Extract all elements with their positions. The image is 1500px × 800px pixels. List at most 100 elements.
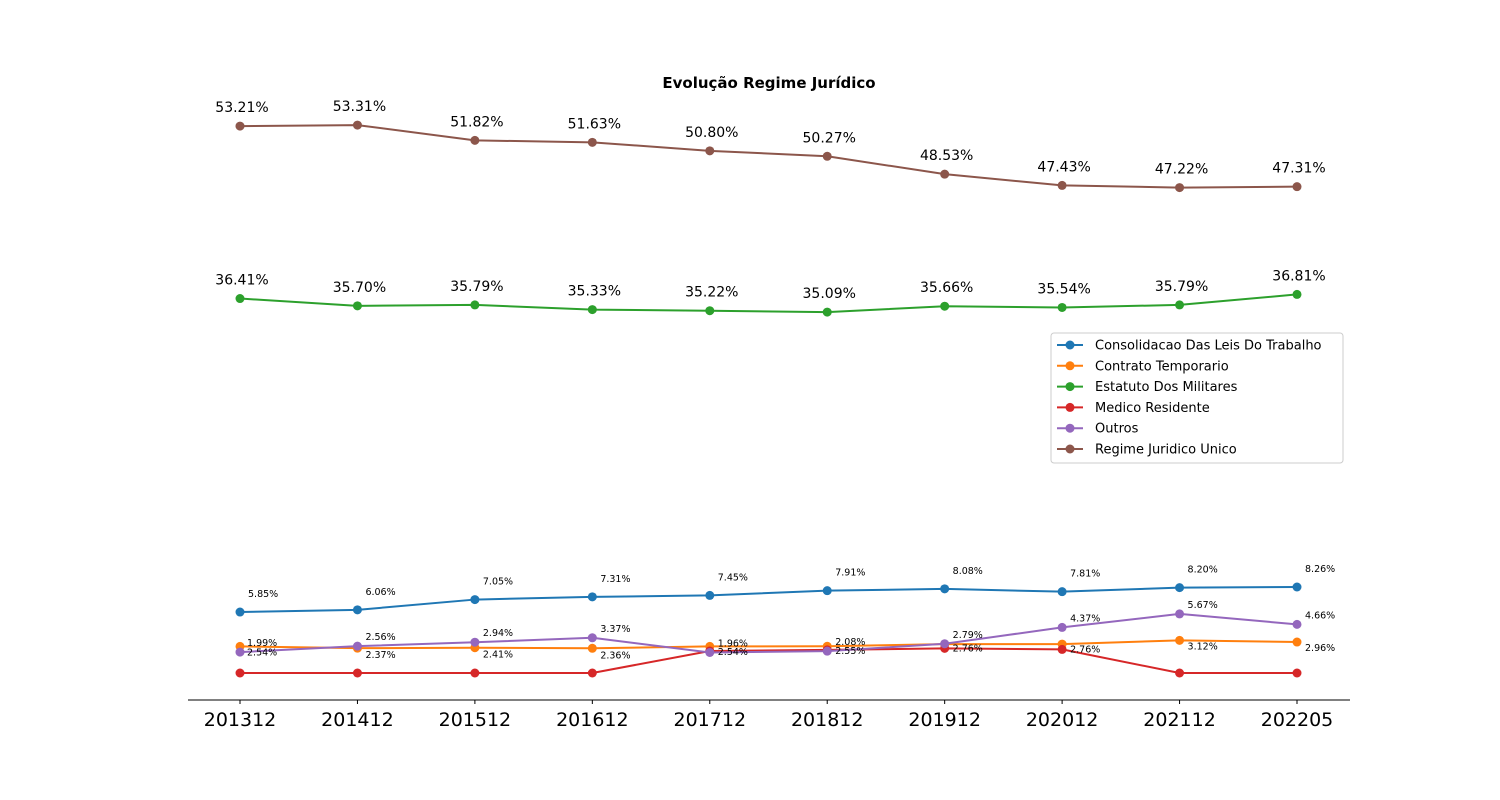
point-outros-201912 <box>940 639 950 649</box>
point-medico-residente-201512 <box>470 668 480 678</box>
data-label-estatuto-dos-militares-202012: 35.54% <box>1037 281 1090 297</box>
point-estatuto-dos-militares-202112 <box>1175 300 1185 310</box>
data-label-outros-201512: 2.94% <box>483 628 513 639</box>
data-labels: 5.85% 6.06% 7.05% 7.31% 7.45% 7.91% 8.08% 7.81%… <box>215 99 1335 661</box>
data-label-outros-201612: 3.37% <box>600 624 630 635</box>
legend-label-medico-residente: Medico Residente <box>1095 401 1210 416</box>
data-label-estatuto-dos-militares-201712: 35.22% <box>685 285 738 301</box>
point-estatuto-dos-militares-202012 <box>1057 302 1067 312</box>
data-label-consolidacao-das-leis-do-trabalho-201912: 8.08% <box>953 566 983 577</box>
data-label-regime-juridico-unico-201512: 51.82% <box>450 114 503 130</box>
data-label-estatuto-dos-militares-201912: 35.66% <box>920 280 973 296</box>
series-line-regime-juridico-unico <box>239 124 1298 189</box>
data-label-medico-residente-202012: 2.76% <box>1070 644 1100 655</box>
data-label-outros-202012: 4.37% <box>1070 613 1100 624</box>
legend-marker-contrato-temporario <box>1065 361 1075 371</box>
data-label-estatuto-dos-militares-201312: 36.41% <box>215 273 268 289</box>
x-tick-label-202012: 202012 <box>1026 709 1099 731</box>
data-label-estatuto-dos-militares-201512: 35.79% <box>450 279 503 295</box>
data-label-regime-juridico-unico-201312: 53.21% <box>215 100 268 116</box>
point-regime-juridico-unico-201412 <box>352 120 362 130</box>
point-contrato-temporario-201612 <box>587 643 597 653</box>
series-layer <box>235 120 1302 678</box>
data-label-contrato-temporario-202205: 2.96% <box>1305 643 1335 654</box>
point-medico-residente-201412 <box>352 668 362 678</box>
point-medico-residente-202112 <box>1175 668 1185 678</box>
data-label-medico-residente-201912: 2.76% <box>953 643 983 654</box>
point-contrato-temporario-202112 <box>1175 635 1185 645</box>
point-regime-juridico-unico-201912 <box>940 169 950 179</box>
point-consolidacao-das-leis-do-trabalho-201712 <box>705 590 715 600</box>
data-label-estatuto-dos-militares-202112: 35.79% <box>1155 279 1208 295</box>
series-estatuto-dos-militares <box>235 289 1302 317</box>
x-tick-label-201912: 201912 <box>908 709 981 731</box>
data-label-regime-juridico-unico-201912: 48.53% <box>920 148 973 164</box>
point-regime-juridico-unico-202012 <box>1057 180 1067 190</box>
x-tick-label-201412: 201412 <box>321 709 394 731</box>
series-line-medico-residente <box>240 647 1297 674</box>
data-label-contrato-temporario-202112: 3.12% <box>1188 641 1218 652</box>
point-regime-juridico-unico-201512 <box>470 135 480 145</box>
point-regime-juridico-unico-201712 <box>705 146 715 156</box>
point-regime-juridico-unico-202205 <box>1292 182 1302 192</box>
data-label-regime-juridico-unico-201412: 53.31% <box>333 99 386 115</box>
legend-label-estatuto-dos-militares: Estatuto Dos Militares <box>1095 380 1238 395</box>
data-label-contrato-temporario-201512: 2.41% <box>483 650 513 661</box>
chart-title: Evolução Regime Jurídico <box>662 74 875 92</box>
data-label-consolidacao-das-leis-do-trabalho-201812: 7.91% <box>835 568 865 579</box>
data-label-outros-201712: 1.96% <box>718 638 748 649</box>
data-label-estatuto-dos-militares-201812: 35.09% <box>803 286 856 302</box>
legend-marker-medico-residente <box>1065 402 1075 412</box>
extra-data-label-0: 2.54% <box>718 647 748 658</box>
series-consolidacao-das-leis-do-trabalho <box>235 582 1302 617</box>
data-label-regime-juridico-unico-202012: 47.43% <box>1037 159 1090 175</box>
point-outros-201512 <box>470 637 480 647</box>
point-estatuto-dos-militares-201912 <box>940 301 950 311</box>
point-consolidacao-das-leis-do-trabalho-201912 <box>940 584 950 594</box>
data-label-consolidacao-das-leis-do-trabalho-202112: 8.20% <box>1188 565 1218 576</box>
point-consolidacao-das-leis-do-trabalho-201512 <box>470 595 480 605</box>
point-medico-residente-202012 <box>1057 644 1067 654</box>
series-line-outros <box>239 612 1298 654</box>
data-label-consolidacao-das-leis-do-trabalho-202205: 8.26% <box>1305 564 1335 575</box>
x-tick-label-201312: 201312 <box>204 709 277 731</box>
data-label-outros-201312: 1.99% <box>247 638 277 649</box>
x-tick-label-201812: 201812 <box>791 709 864 731</box>
series-line-estatuto-dos-militares <box>239 293 1298 314</box>
point-regime-juridico-unico-201312 <box>235 121 245 131</box>
point-outros-201312 <box>235 647 245 657</box>
legend-marker-estatuto-dos-militares <box>1065 382 1075 392</box>
data-label-outros-202205: 4.66% <box>1305 610 1335 621</box>
legend-marker-regime-juridico-unico <box>1065 444 1075 454</box>
data-label-outros-201412: 2.56% <box>365 632 395 643</box>
legend: Consolidacao Das Leis Do Trabalho Contrat… <box>1050 332 1344 464</box>
legend-marker-consolidacao-das-leis-do-trabalho <box>1065 340 1075 350</box>
x-tick-label-201612: 201612 <box>556 709 629 731</box>
legend-entry-contrato-temporario: Contrato Temporario <box>1057 359 1229 374</box>
data-label-contrato-temporario-201412: 2.37% <box>365 650 395 661</box>
point-consolidacao-das-leis-do-trabalho-202112 <box>1175 583 1185 593</box>
point-consolidacao-das-leis-do-trabalho-202012 <box>1057 587 1067 597</box>
point-outros-202112 <box>1175 609 1185 619</box>
data-label-contrato-temporario-201612: 2.36% <box>600 650 630 661</box>
x-tick-label-201712: 201712 <box>674 709 747 731</box>
legend-entry-outros: Outros <box>1057 422 1139 437</box>
data-label-regime-juridico-unico-201712: 50.80% <box>685 125 738 141</box>
data-label-consolidacao-das-leis-do-trabalho-202012: 7.81% <box>1070 569 1100 580</box>
series-outros <box>235 609 1302 657</box>
x-axis-ticks: 201312 201412 201512 201612 201712 201812 2019… <box>204 700 1334 731</box>
legend-label-regime-juridico-unico: Regime Juridico Unico <box>1095 443 1237 458</box>
data-label-consolidacao-das-leis-do-trabalho-201612: 7.31% <box>600 574 630 585</box>
point-outros-201612 <box>587 633 597 643</box>
x-tick-label-202112: 202112 <box>1143 709 1216 731</box>
point-consolidacao-das-leis-do-trabalho-201312 <box>235 607 245 617</box>
x-tick-label-202205: 202205 <box>1261 709 1334 731</box>
point-outros-201412 <box>352 641 362 651</box>
data-label-regime-juridico-unico-201612: 51.63% <box>568 116 621 132</box>
x-tick-label-201512: 201512 <box>439 709 512 731</box>
data-label-estatuto-dos-militares-202205: 36.81% <box>1272 268 1325 284</box>
point-consolidacao-das-leis-do-trabalho-201612 <box>587 592 597 602</box>
point-estatuto-dos-militares-201712 <box>705 306 715 316</box>
point-outros-202012 <box>1057 622 1067 632</box>
